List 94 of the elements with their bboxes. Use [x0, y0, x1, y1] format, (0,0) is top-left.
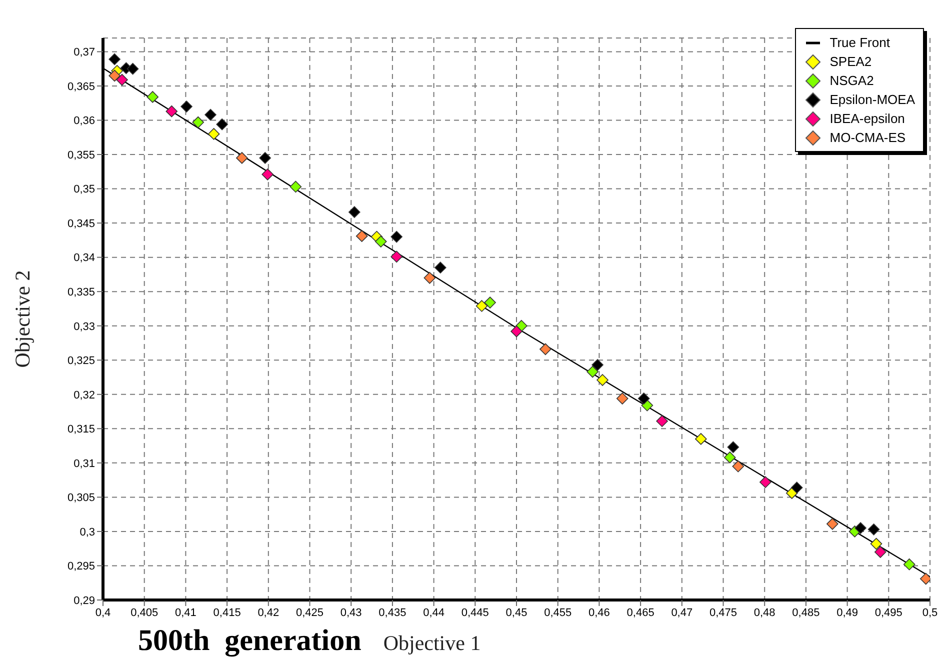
point: [374, 236, 387, 248]
y-tick-label: 0,36: [74, 115, 95, 128]
x-tick-label: 0,48: [754, 606, 776, 619]
x-tick-label: 0,47: [671, 606, 693, 619]
text: 500th generation: [138, 624, 362, 658]
x-tick-label: 0,435: [378, 606, 406, 619]
x-tick-label: 0,5: [922, 606, 938, 619]
legend-label: MO-CMA-ES: [830, 130, 906, 145]
point: [236, 152, 248, 164]
x-tick-label: 0,455: [544, 606, 572, 619]
y-tick-label: 0,3: [80, 526, 95, 538]
y-tick-label: 0,305: [67, 492, 95, 504]
point: [484, 296, 496, 308]
x-tick-label: 0,425: [296, 606, 324, 619]
point: [476, 300, 488, 312]
point: [826, 518, 838, 530]
point: [920, 572, 930, 585]
legend-label: True Front: [830, 35, 890, 50]
point: [695, 433, 707, 445]
y-tick-label: 0,34: [74, 252, 95, 264]
point: [903, 558, 916, 570]
point: [180, 100, 192, 112]
y-tick-label: 0,37: [74, 46, 95, 59]
point: [216, 118, 228, 130]
x-tick-label: 0,405: [130, 606, 158, 619]
x-tick-label: 0,42: [258, 606, 280, 619]
y-tick-label: 0,335: [67, 286, 95, 298]
point: [262, 168, 274, 180]
x-tick-label: 0,41: [174, 606, 196, 619]
x-tick-label: 0,445: [461, 606, 489, 619]
x-tick-label: 0,485: [792, 606, 820, 619]
point: [874, 546, 886, 558]
point: [424, 272, 436, 284]
point: [108, 70, 120, 82]
point: [348, 206, 360, 218]
y-tick-label: 0,365: [67, 80, 95, 93]
point: [790, 482, 803, 494]
point: [732, 460, 744, 472]
y-tick-label: 0,345: [67, 218, 95, 230]
point: [854, 522, 866, 534]
point: [868, 524, 880, 536]
x-axis-title: Objective 1: [383, 631, 481, 656]
y-tick-label: 0,295: [67, 560, 95, 573]
x-tick-label: 0,495: [874, 606, 902, 619]
point: [108, 53, 120, 66]
y-tick-label: 0,33: [74, 320, 95, 333]
point: [126, 62, 139, 75]
point: [760, 476, 772, 488]
point: [616, 392, 628, 404]
point: [390, 250, 402, 263]
x-tick-label: 0,415: [213, 606, 241, 619]
point: [641, 399, 654, 412]
y-tick-label: 0,355: [67, 149, 95, 162]
y-tick-label: 0,325: [67, 355, 95, 368]
x-tick-label: 0,475: [709, 606, 738, 619]
point: [146, 91, 159, 103]
point: [592, 359, 604, 371]
legend-label: IBEA-epsilon: [830, 111, 905, 126]
point: [166, 105, 178, 118]
y-tick-label: 0,315: [67, 424, 95, 436]
point: [596, 374, 608, 386]
point: [434, 262, 446, 274]
legend-label: NSGA2: [830, 73, 874, 88]
x-tick-label: 0,43: [340, 606, 362, 619]
x-tick-label: 0,45: [506, 606, 528, 619]
point: [638, 392, 650, 404]
point: [204, 108, 216, 121]
legend-label: SPEA2: [830, 54, 872, 69]
point: [116, 74, 128, 86]
point: [724, 452, 736, 464]
x-tick-label: 0,465: [626, 606, 654, 619]
x-tick-label: 0,46: [588, 606, 610, 619]
point: [510, 325, 522, 338]
legend-label: Epsilon-MOEA: [830, 92, 915, 107]
point: [356, 230, 368, 242]
y-tick-label: 0,32: [74, 389, 95, 402]
point: [290, 180, 302, 193]
point: [786, 487, 798, 499]
x-tick-label: 0,49: [836, 606, 858, 619]
point: [656, 415, 668, 428]
point: [870, 538, 882, 550]
point: [259, 152, 271, 164]
x-tick-label: 0,4: [95, 606, 111, 619]
y-axis-title: Objective 2: [10, 270, 34, 368]
y-tick-label: 0,35: [74, 184, 95, 196]
point: [208, 128, 220, 140]
point: [192, 116, 204, 128]
point: [390, 230, 402, 243]
y-tick-label: 0,31: [74, 458, 95, 470]
point: [727, 441, 740, 454]
x-tick-label: 0,44: [423, 606, 445, 619]
point: [586, 366, 598, 378]
y-tick-label: 0,29: [74, 594, 95, 607]
point: [540, 343, 552, 356]
